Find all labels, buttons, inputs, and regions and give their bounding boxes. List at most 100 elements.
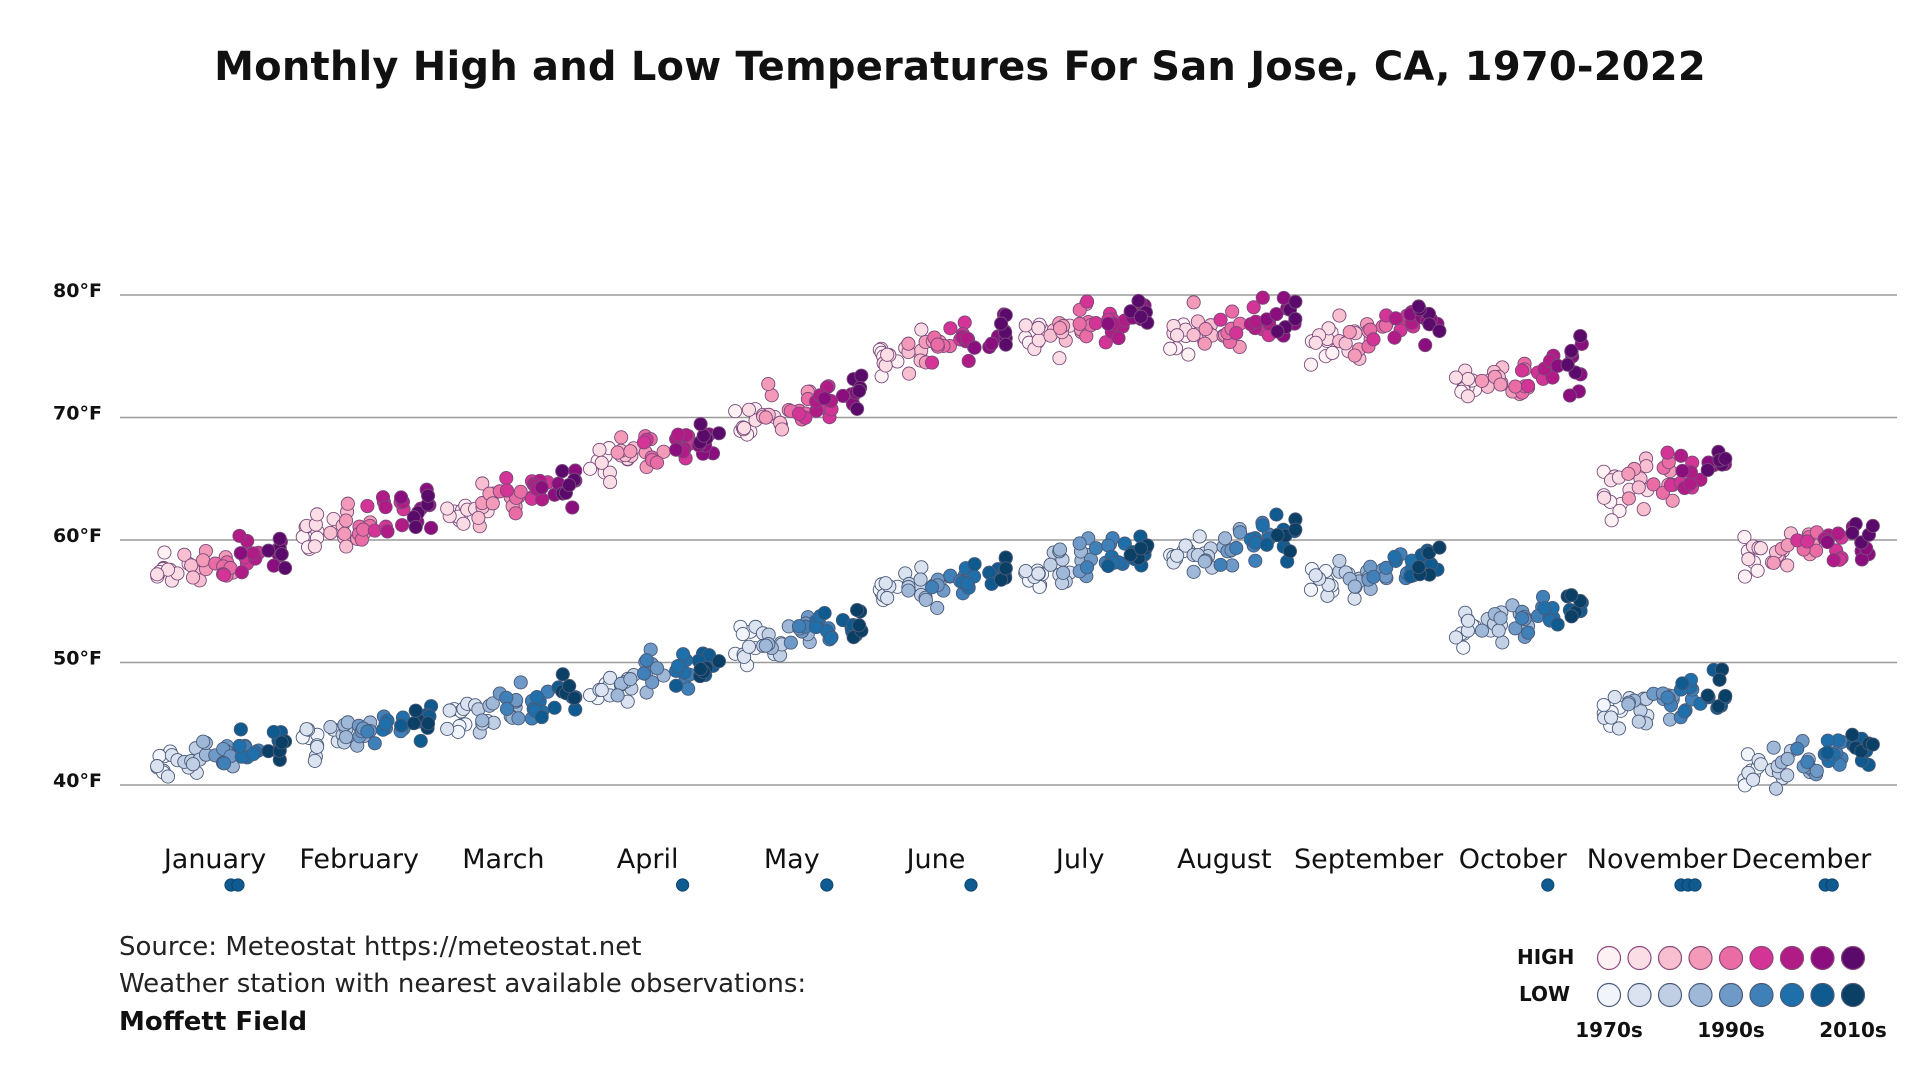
high-point [278, 560, 293, 576]
low-point [1259, 537, 1274, 552]
low-point [1170, 548, 1185, 563]
x-tick-label: September [1294, 844, 1444, 875]
low-point [639, 653, 654, 668]
high-point [1321, 321, 1336, 336]
high-point [1737, 569, 1752, 584]
low-point [547, 700, 562, 715]
high-point [1411, 299, 1426, 314]
high-point [508, 506, 523, 521]
low-point [823, 630, 839, 646]
low-point [1493, 611, 1508, 626]
high-point [1170, 328, 1185, 343]
high-point [835, 388, 850, 403]
high-point [901, 336, 916, 351]
high-point [1508, 379, 1523, 394]
high-point [339, 539, 354, 554]
high-point [360, 499, 375, 514]
legend-low-swatch [1688, 982, 1713, 1008]
high-point [232, 528, 247, 543]
x-tick-label: December [1731, 844, 1872, 875]
high-point [583, 461, 598, 476]
low-point [758, 638, 773, 653]
high-point [614, 430, 629, 445]
low-point [307, 753, 322, 768]
legend-high-swatch [1840, 945, 1866, 971]
x-axis-labels: January February March April May June July Augu… [162, 844, 1872, 875]
high-point [1673, 448, 1689, 463]
low-point [1197, 554, 1212, 569]
outlier-point [231, 878, 245, 892]
legend-high-swatch [1688, 945, 1713, 971]
low-point [534, 710, 549, 725]
high-point [513, 484, 528, 499]
high-point [1198, 322, 1213, 337]
low-point [475, 713, 490, 728]
high-point [669, 442, 684, 457]
legend-high-swatch [1749, 945, 1774, 971]
low-point [1178, 538, 1193, 553]
low-point [620, 694, 635, 709]
low-point [1675, 676, 1690, 691]
high-point [592, 442, 607, 457]
low-point [1213, 557, 1228, 572]
high-point [1186, 295, 1201, 310]
high-point [310, 507, 325, 522]
x-tick-label: November [1587, 844, 1728, 875]
low-point [408, 703, 423, 718]
high-point [994, 316, 1009, 331]
low-point [442, 703, 457, 718]
high-point [157, 545, 172, 560]
low-point [1604, 710, 1619, 725]
high-point [1225, 304, 1240, 319]
low-point [1711, 699, 1726, 714]
low-point [1845, 727, 1860, 742]
outlier-point [1541, 878, 1555, 892]
low-point [1056, 565, 1071, 580]
low-point [623, 672, 638, 687]
legend-high-label: HIGH [1517, 945, 1574, 969]
low-point [671, 658, 686, 674]
legend-low-swatch [1596, 982, 1622, 1008]
x-tick-label: March [462, 844, 544, 875]
low-point [1766, 740, 1781, 755]
low-point [394, 718, 409, 733]
high-point [1213, 312, 1228, 327]
low-point [610, 688, 625, 703]
low-point [511, 711, 526, 726]
high-point [184, 558, 199, 573]
high-point [1665, 493, 1680, 508]
low-point [1387, 549, 1402, 565]
legend-low-swatch [1749, 982, 1774, 1008]
low-point [150, 759, 165, 774]
high-point [534, 480, 549, 495]
high-point [339, 513, 354, 528]
high-point [636, 435, 652, 450]
high-point [337, 526, 352, 541]
x-tick-label: April [617, 844, 679, 875]
low-point [1043, 557, 1058, 572]
low-point [681, 681, 696, 696]
low-point [1186, 564, 1201, 579]
low-point [1677, 704, 1692, 719]
low-point [1564, 609, 1579, 624]
high-point [774, 422, 789, 437]
low-point [1052, 542, 1068, 557]
high-point [1325, 345, 1340, 361]
high-point [1460, 389, 1475, 404]
high-point [623, 444, 638, 459]
legend-low-swatch [1657, 982, 1683, 1008]
high-point [340, 496, 355, 511]
high-point [1741, 552, 1756, 567]
low-point [378, 716, 393, 731]
high-point [852, 383, 867, 398]
high-point [380, 524, 395, 539]
low-point [913, 572, 928, 587]
high-point [603, 475, 618, 490]
high-point [1573, 328, 1588, 344]
low-point [1448, 630, 1463, 645]
low-point [636, 666, 652, 681]
low-point [1133, 541, 1148, 556]
high-point [1448, 370, 1463, 385]
low-point [1865, 737, 1880, 752]
chart-title: Monthly High and Low Temperatures For Sa… [214, 44, 1706, 90]
